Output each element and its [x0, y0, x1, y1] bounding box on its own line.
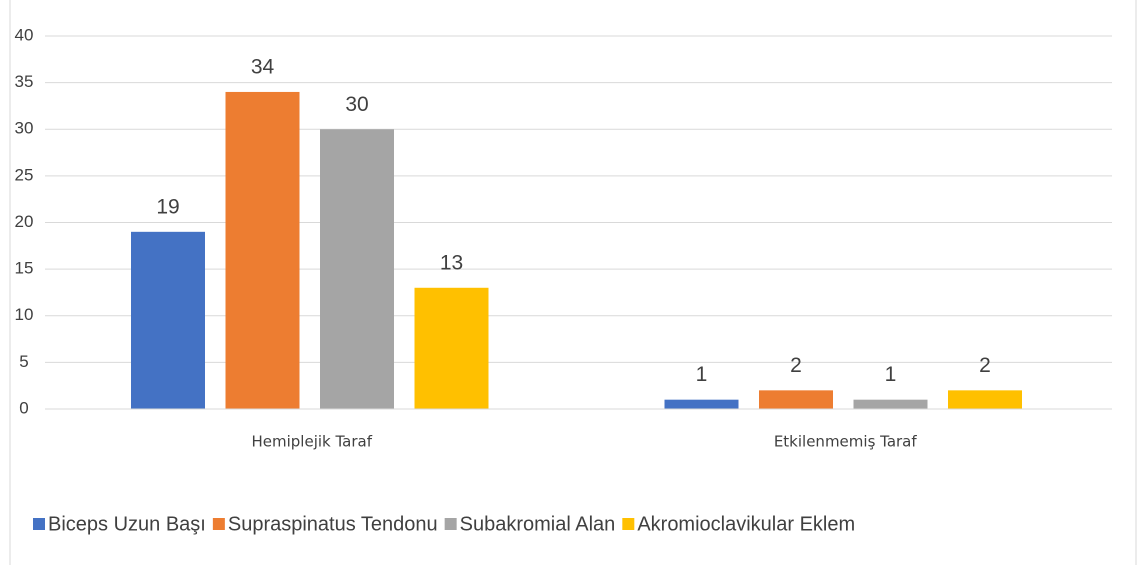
y-tick-label: 20	[15, 212, 34, 231]
legend-swatch	[622, 518, 635, 530]
legend-label: Subakromial Alan	[460, 513, 616, 535]
data-label: 34	[251, 55, 275, 78]
bar	[948, 390, 1022, 409]
x-tick-label: Etkilenmemiş Taraf	[774, 433, 918, 451]
data-label: 2	[979, 354, 991, 377]
bar	[131, 231, 205, 409]
data-label: 1	[885, 363, 897, 386]
bar	[759, 390, 833, 409]
bar	[225, 91, 300, 409]
y-tick-label: 5	[19, 352, 28, 371]
legend-swatch	[212, 518, 225, 530]
legend-label: Akromioclavikular Eklem	[637, 513, 855, 535]
y-tick-label: 15	[15, 259, 34, 278]
y-tick-label: 25	[15, 165, 34, 184]
bar	[320, 129, 394, 409]
data-label: 1	[696, 363, 708, 386]
legend-label: Biceps Uzun Başı	[48, 513, 206, 535]
y-tick-label: 35	[15, 72, 34, 91]
data-label: 2	[790, 354, 802, 377]
data-label: 30	[345, 93, 368, 116]
y-tick-label: 40	[15, 25, 34, 44]
y-tick-label: 0	[19, 398, 28, 417]
data-label: 19	[156, 195, 179, 218]
legend-label: Supraspinatus Tendonu	[228, 513, 438, 535]
legend-swatch	[33, 518, 45, 530]
x-tick-label: Hemiplejik Taraf	[251, 433, 372, 451]
y-tick-label: 10	[15, 305, 34, 324]
y-tick-label: 30	[15, 119, 34, 138]
bar	[853, 399, 928, 409]
legend-swatch	[444, 518, 457, 530]
data-label: 13	[440, 251, 463, 274]
bar	[414, 287, 489, 409]
bar	[664, 399, 739, 409]
